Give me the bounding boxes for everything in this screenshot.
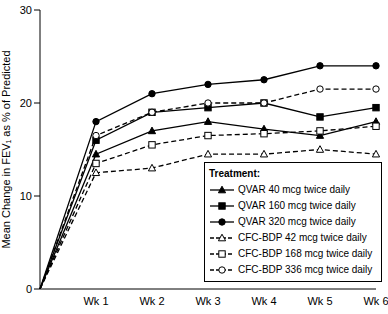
html-text:CFC-BDP 42 mcg twice daily: CFC-BDP 42 mcg twice daily <box>238 232 367 243</box>
svg-text:10: 10 <box>20 190 32 202</box>
html-text:CFC-BDP 168 mcg twice daily: CFC-BDP 168 mcg twice daily <box>238 248 373 259</box>
svg-text:Wk 2: Wk 2 <box>139 295 164 307</box>
html-text:QVAR 320 mcg twice daily: QVAR 320 mcg twice daily <box>238 216 356 227</box>
svg-text:Wk 6: Wk 6 <box>363 295 380 307</box>
svg-text:Mean Change in FEV₁ as % of Pr: Mean Change in FEV₁ as % of Predicted <box>8 50 12 248</box>
svg-text:0: 0 <box>26 283 32 295</box>
svg-text:Wk 3: Wk 3 <box>195 295 220 307</box>
html-text:Treatment:: Treatment: <box>209 168 261 179</box>
html-text:QVAR 160 mcg twice daily: QVAR 160 mcg twice daily <box>238 200 356 211</box>
svg-text:30: 30 <box>20 4 32 16</box>
html-text:CFC-BDP 336 mcg twice daily: CFC-BDP 336 mcg twice daily <box>238 264 373 275</box>
svg-text:Wk 4: Wk 4 <box>251 295 276 307</box>
svg-text:Wk 5: Wk 5 <box>307 295 332 307</box>
svg-text:Wk 1: Wk 1 <box>83 295 108 307</box>
svg-text:20: 20 <box>20 97 32 109</box>
html-text:QVAR 40 mcg twice daily: QVAR 40 mcg twice daily <box>238 184 351 195</box>
